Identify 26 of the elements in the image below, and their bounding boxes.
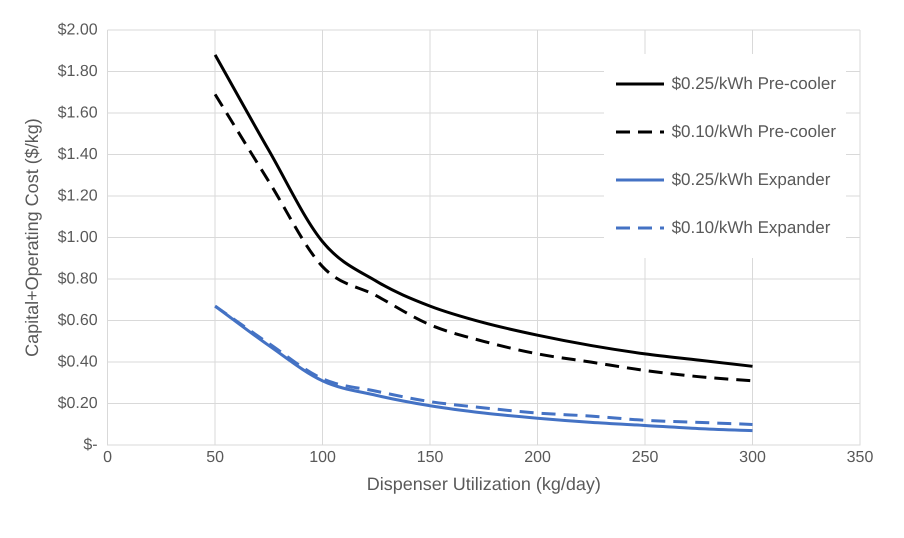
- x-tick-label: 250: [632, 449, 658, 466]
- x-tick-label: 0: [103, 449, 112, 466]
- x-tick-label: 350: [846, 449, 874, 466]
- x-tick-label: 100: [309, 449, 336, 466]
- y-tick-label: $1.00: [58, 229, 98, 246]
- y-tick-label: $0.80: [58, 270, 98, 288]
- x-tick-label: 200: [524, 449, 552, 466]
- legend-label: $0.25/kWh Expander: [672, 170, 830, 190]
- y-tick-label: $1.80: [58, 62, 98, 80]
- y-tick-label: $1.60: [58, 104, 98, 122]
- x-tick-label: 300: [739, 449, 766, 466]
- y-tick-label: $1.20: [58, 187, 98, 204]
- x-tick-label: 50: [206, 449, 224, 466]
- y-tick-label: $0.40: [58, 354, 98, 371]
- y-tick-label: $0.20: [58, 395, 98, 412]
- line-series: [214, 53, 754, 368]
- y-axis-title: Capital+Operating Cost ($/kg): [22, 118, 42, 357]
- x-tick-label: 150: [416, 449, 444, 466]
- legend-label: $0.10/kWh Expander: [672, 218, 830, 238]
- y-tick-label: $-: [83, 436, 98, 454]
- x-axis-title: Dispenser Utilization (kg/day): [366, 474, 601, 494]
- y-tick-label: $1.40: [58, 146, 98, 163]
- legend-label: $0.10/kWh Pre-cooler: [672, 122, 836, 142]
- legend-label: $0.25/kWh Pre-cooler: [672, 74, 836, 94]
- y-tick-label: $2.00: [58, 21, 98, 38]
- y-tick-label: $0.60: [58, 312, 98, 330]
